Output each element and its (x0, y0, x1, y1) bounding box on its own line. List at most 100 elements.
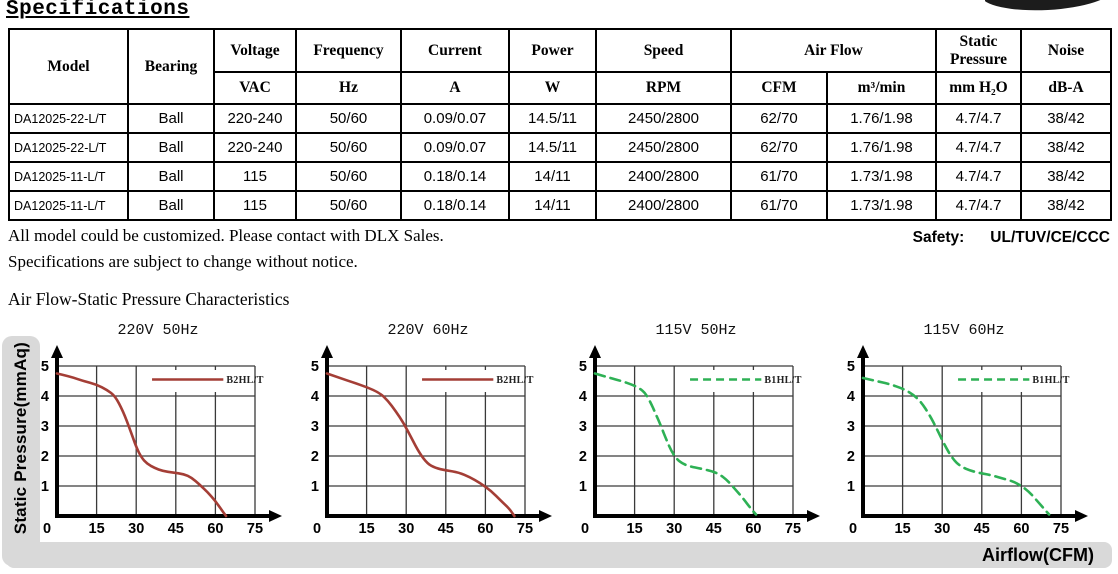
col-header-voltage: Voltage (213, 28, 297, 73)
unit-rpm: RPM (595, 71, 732, 105)
svg-text:3: 3 (847, 419, 855, 435)
spec-cell: 0.09/0.07 (400, 103, 510, 134)
svg-text:0: 0 (849, 521, 857, 537)
spec-cell: 38/42 (1020, 103, 1112, 134)
spec-table: Model Bearing Voltage Frequency Current … (8, 28, 1112, 221)
spec-cell: DA12025-22-L/T (8, 132, 129, 163)
spec-cell: 14/11 (508, 190, 597, 221)
col-header-noise: Noise (1020, 28, 1112, 73)
svg-text:2: 2 (847, 449, 855, 465)
spec-cell: 62/70 (730, 103, 828, 134)
spec-cell: 38/42 (1020, 161, 1112, 192)
chart-title: 220V 60Hz (387, 322, 469, 339)
spec-table-body: DA12025-22-L/T Ball 220-240 50/60 0.09/0.07 1… (8, 103, 1112, 221)
svg-text:1: 1 (579, 479, 587, 495)
spec-cell: Ball (127, 161, 215, 192)
spec-cell: 115 (213, 161, 297, 192)
svg-text:30: 30 (934, 521, 950, 537)
chart-title: 220V 50Hz (117, 322, 199, 339)
spec-cell: 50/60 (295, 132, 402, 163)
safety-label: Safety: (912, 229, 965, 246)
spec-row: DA12025-11-L/T Ball 115 50/60 0.18/0.14 14/11… (8, 190, 1112, 221)
spec-cell: 4.7/4.7 (935, 132, 1022, 163)
svg-text:75: 75 (247, 521, 263, 537)
unit-m3min: m³/min (826, 71, 937, 105)
unit-w: W (508, 71, 597, 105)
svg-text:15: 15 (895, 521, 911, 537)
spec-cell: 1.73/1.98 (826, 161, 937, 192)
svg-text:3: 3 (311, 419, 319, 435)
col-header-power: Power (508, 28, 597, 73)
chart-115v-60hz: 115V 60Hz 0 15 30 45 60 75 1 2 3 4 5 B1HL/T (829, 322, 1099, 548)
col-header-current: Current (400, 28, 510, 73)
note-customized: All model could be customized. Please co… (8, 226, 444, 245)
spec-cell: 50/60 (295, 161, 402, 192)
col-header-bearing: Bearing (127, 28, 215, 105)
y-axis-band: Static Pressure(mmAq) (2, 336, 40, 566)
spec-cell: 220-240 (213, 103, 297, 134)
svg-text:75: 75 (785, 521, 801, 537)
spec-cell: 1.76/1.98 (826, 132, 937, 163)
svg-text:45: 45 (706, 521, 722, 537)
svg-text:5: 5 (847, 359, 855, 375)
svg-text:60: 60 (207, 521, 223, 537)
spec-cell: 14/11 (508, 161, 597, 192)
spec-row: DA12025-22-L/T Ball 220-240 50/60 0.09/0.07 1… (8, 103, 1112, 134)
x-axis-label: Airflow(CFM) (982, 545, 1094, 565)
spec-cell: 4.7/4.7 (935, 103, 1022, 134)
svg-text:30: 30 (666, 521, 682, 537)
svg-text:15: 15 (627, 521, 643, 537)
svg-text:3: 3 (579, 419, 587, 435)
unit-cfm: CFM (730, 71, 828, 105)
x-axis-band: Airflow(CFM) (6, 542, 1112, 568)
page-title: Specifications (6, 0, 190, 21)
spec-cell: 61/70 (730, 190, 828, 221)
svg-text:0: 0 (581, 521, 589, 537)
svg-text:2: 2 (41, 449, 49, 465)
spec-row: DA12025-11-L/T Ball 115 50/60 0.18/0.14 14/11… (8, 161, 1112, 192)
chart-220v-50hz: 220V 50Hz 0 15 30 45 60 75 1 2 3 4 5 B2HL/T (23, 322, 293, 548)
chart-title: 115V 50Hz (655, 322, 737, 339)
svg-text:75: 75 (517, 521, 533, 537)
svg-text:30: 30 (128, 521, 144, 537)
unit-mmh2o: mm H₂O (935, 71, 1022, 105)
svg-text:4: 4 (847, 389, 855, 405)
svg-text:30: 30 (398, 521, 414, 537)
spec-cell: 2400/2800 (595, 161, 732, 192)
svg-text:B2HL/T: B2HL/T (226, 375, 263, 386)
svg-text:15: 15 (89, 521, 105, 537)
fan-photo-fragment (985, 0, 1103, 13)
spec-cell: 4.7/4.7 (935, 161, 1022, 192)
svg-text:5: 5 (579, 359, 587, 375)
svg-text:0: 0 (313, 521, 321, 537)
col-header-frequency: Frequency (295, 28, 402, 73)
svg-text:1: 1 (41, 479, 49, 495)
spec-cell: 220-240 (213, 132, 297, 163)
svg-text:60: 60 (477, 521, 493, 537)
svg-text:B1HL/T: B1HL/T (764, 375, 801, 386)
spec-cell: 2450/2800 (595, 132, 732, 163)
spec-cell: DA12025-11-L/T (8, 190, 129, 221)
spec-row: DA12025-22-L/T Ball 220-240 50/60 0.09/0.07 1… (8, 132, 1112, 163)
svg-text:4: 4 (311, 389, 319, 405)
col-header-speed: Speed (595, 28, 732, 73)
svg-text:4: 4 (41, 389, 49, 405)
spec-cell: DA12025-22-L/T (8, 103, 129, 134)
spec-cell: 0.18/0.14 (400, 161, 510, 192)
svg-text:B1HL/T: B1HL/T (1032, 375, 1069, 386)
spec-cell: 2450/2800 (595, 103, 732, 134)
spec-cell: 14.5/11 (508, 132, 597, 163)
svg-text:45: 45 (974, 521, 990, 537)
svg-text:60: 60 (1013, 521, 1029, 537)
chart-title: 115V 60Hz (923, 322, 1005, 339)
note-subject-to-change: Specifications are subject to change wit… (8, 252, 358, 271)
spec-cell: DA12025-11-L/T (8, 161, 129, 192)
spec-cell: 14.5/11 (508, 103, 597, 134)
svg-text:45: 45 (438, 521, 454, 537)
spec-cell: 62/70 (730, 132, 828, 163)
spec-cell: 38/42 (1020, 190, 1112, 221)
svg-text:3: 3 (41, 419, 49, 435)
